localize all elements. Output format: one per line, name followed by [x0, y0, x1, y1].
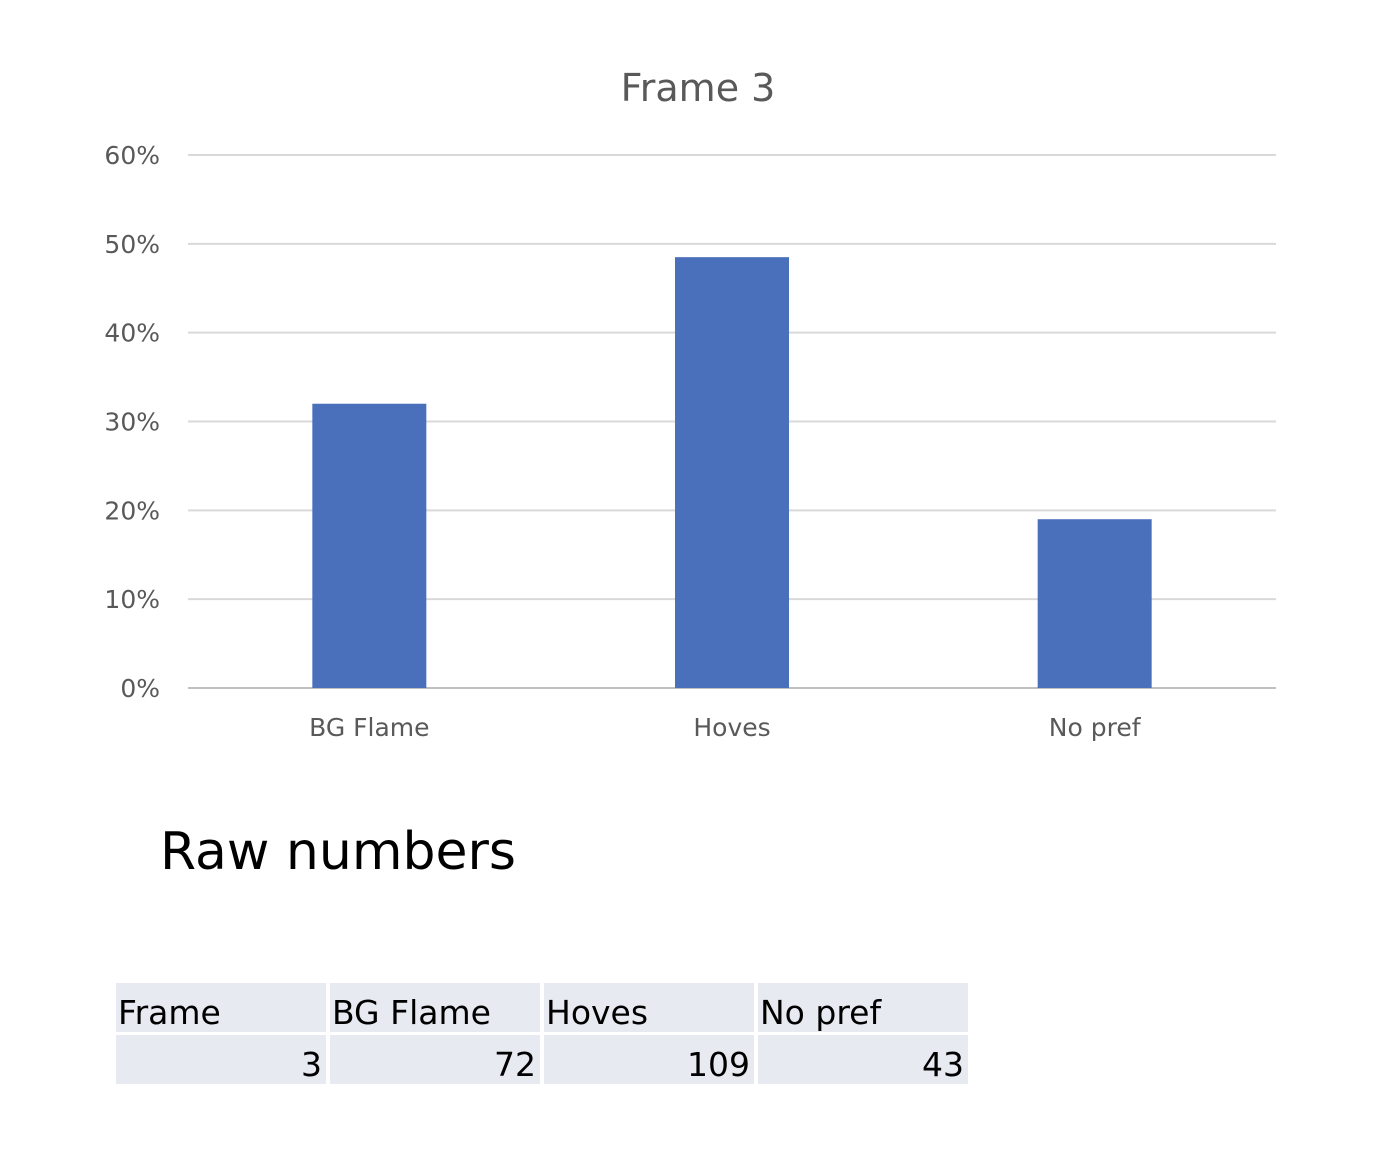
y-tick-label: 30%	[104, 408, 160, 437]
raw-numbers-table: Frame BG Flame Hoves No pref 3 72 109 43	[112, 980, 972, 1087]
y-tick-label: 10%	[104, 585, 160, 614]
y-tick-label: 40%	[104, 319, 160, 348]
table-value-cell: 43	[758, 1035, 968, 1084]
table-value-cell: 109	[544, 1035, 754, 1084]
table-header-cell: BG Flame	[330, 983, 540, 1032]
x-category-label: Hoves	[693, 713, 770, 742]
raw-numbers-heading: Raw numbers	[160, 822, 516, 882]
x-category-label: BG Flame	[309, 713, 429, 742]
y-tick-label: 0%	[120, 674, 160, 703]
table-header-row: Frame BG Flame Hoves No pref	[116, 983, 968, 1032]
table-header-cell: Frame	[116, 983, 326, 1032]
table-row: 3 72 109 43	[116, 1035, 968, 1084]
y-tick-label: 20%	[104, 496, 160, 525]
table-header-cell: Hoves	[544, 983, 754, 1032]
x-axis-category-labels: BG Flame Hoves No pref	[309, 713, 1142, 742]
chart-title: Frame 3	[621, 66, 776, 110]
bar	[675, 257, 789, 688]
table-value-cell: 3	[116, 1035, 326, 1084]
bars	[312, 257, 1152, 688]
table-header-cell: No pref	[758, 983, 968, 1032]
bar	[312, 403, 427, 688]
bar-chart: Frame 3 0% 10% 20% 30% 40% 50% 60% BG Flame Hov…	[104, 66, 1276, 742]
x-category-label: No pref	[1049, 713, 1142, 742]
y-axis-tick-labels: 0% 10% 20% 30% 40% 50% 60%	[104, 141, 160, 703]
table-value-cell: 72	[330, 1035, 540, 1084]
y-tick-label: 50%	[104, 230, 160, 259]
bar	[1037, 519, 1152, 688]
y-tick-label: 60%	[104, 141, 160, 170]
